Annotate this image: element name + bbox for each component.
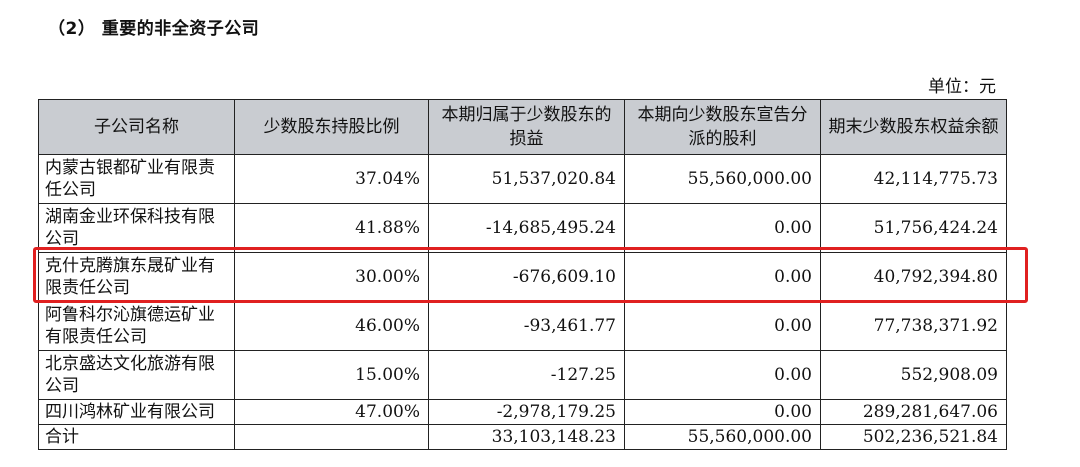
table-row: 阿鲁科尔沁旗德运矿业有限责任公司 46.00% -93,461.77 0.00 … bbox=[38, 301, 1007, 351]
header-minority-dividend: 本期向少数股东宣告分派的股利 bbox=[624, 99, 821, 155]
cell-name: 北京盛达文化旅游有限公司 bbox=[38, 350, 235, 400]
cell-equity: 77,738,371.92 bbox=[820, 301, 1007, 351]
cell-total-profit: 33,103,148.23 bbox=[428, 424, 625, 450]
cell-ratio bbox=[234, 424, 429, 450]
cell-dividend: 55,560,000.00 bbox=[624, 154, 821, 204]
table-row: 北京盛达文化旅游有限公司 15.00% -127.25 0.00 552,908… bbox=[38, 350, 1007, 400]
cell-dividend: 0.00 bbox=[624, 399, 821, 425]
cell-ratio: 37.04% bbox=[234, 154, 429, 204]
cell-name: 湖南金业环保科技有限公司 bbox=[38, 203, 235, 253]
cell-profit: -676,609.10 bbox=[428, 252, 625, 302]
cell-equity: 51,756,424.24 bbox=[820, 203, 1007, 253]
cell-name-text: 克什克腾旗东晟矿业有限责任公司 bbox=[45, 256, 215, 298]
cell-total-dividend: 55,560,000.00 bbox=[624, 424, 821, 450]
cell-name-text: 湖南金业环保科技有限公司 bbox=[45, 207, 215, 249]
subsidiary-table: 子公司名称 少数股东持股比例 本期归属于少数股东的损益 本期向少数股东宣告分派的… bbox=[38, 99, 1007, 450]
cell-total-equity: 502,236,521.84 bbox=[820, 424, 1007, 450]
total-row: 合计 33,103,148.23 55,560,000.00 502,236,5… bbox=[38, 424, 1007, 450]
cell-name-text: 四川鸿林矿业有限公司 bbox=[45, 402, 215, 422]
cell-profit: 51,537,020.84 bbox=[428, 154, 625, 204]
header-minority-ratio: 少数股东持股比例 bbox=[234, 99, 429, 155]
cell-name: 内蒙古银都矿业有限责任公司 bbox=[38, 154, 235, 204]
cell-equity: 552,908.09 bbox=[820, 350, 1007, 400]
cell-ratio: 41.88% bbox=[234, 203, 429, 253]
header-minority-profit: 本期归属于少数股东的损益 bbox=[428, 99, 625, 155]
table-row: 内蒙古银都矿业有限责任公司 37.04% 51,537,020.84 55,56… bbox=[38, 154, 1007, 204]
cell-profit: -127.25 bbox=[428, 350, 625, 400]
table-row: 湖南金业环保科技有限公司 41.88% -14,685,495.24 0.00 … bbox=[38, 203, 1007, 253]
table-row: 克什克腾旗东晟矿业有限责任公司 30.00% -676,609.10 0.00 … bbox=[38, 252, 1007, 302]
table-row: 四川鸿林矿业有限公司 47.00% -2,978,179.25 0.00 289… bbox=[38, 399, 1007, 425]
cell-profit: -14,685,495.24 bbox=[428, 203, 625, 253]
cell-name-text: 内蒙古银都矿业有限责任公司 bbox=[45, 158, 215, 200]
cell-ratio: 30.00% bbox=[234, 252, 429, 302]
cell-total-label: 合计 bbox=[38, 424, 235, 450]
unit-label: 单位：元 bbox=[928, 77, 996, 97]
cell-equity: 289,281,647.06 bbox=[820, 399, 1007, 425]
header-subsidiary-name: 子公司名称 bbox=[38, 99, 235, 155]
cell-ratio: 47.00% bbox=[234, 399, 429, 425]
cell-name-text: 阿鲁科尔沁旗德运矿业有限责任公司 bbox=[45, 305, 215, 347]
cell-name: 克什克腾旗东晟矿业有限责任公司 bbox=[38, 252, 235, 302]
cell-ratio: 15.00% bbox=[234, 350, 429, 400]
section-heading: （2） 重要的非全资子公司 bbox=[48, 19, 260, 39]
cell-dividend: 0.00 bbox=[624, 252, 821, 302]
cell-profit: -2,978,179.25 bbox=[428, 399, 625, 425]
table-header-row: 子公司名称 少数股东持股比例 本期归属于少数股东的损益 本期向少数股东宣告分派的… bbox=[38, 99, 1007, 155]
cell-equity: 40,792,394.80 bbox=[820, 252, 1007, 302]
cell-ratio: 46.00% bbox=[234, 301, 429, 351]
cell-name: 阿鲁科尔沁旗德运矿业有限责任公司 bbox=[38, 301, 235, 351]
cell-dividend: 0.00 bbox=[624, 203, 821, 253]
cell-dividend: 0.00 bbox=[624, 350, 821, 400]
cell-name-text: 北京盛达文化旅游有限公司 bbox=[45, 354, 215, 396]
cell-profit: -93,461.77 bbox=[428, 301, 625, 351]
cell-name: 四川鸿林矿业有限公司 bbox=[38, 399, 235, 425]
cell-dividend: 0.00 bbox=[624, 301, 821, 351]
cell-equity: 42,114,775.73 bbox=[820, 154, 1007, 204]
header-minority-equity: 期末少数股东权益余额 bbox=[820, 99, 1007, 155]
